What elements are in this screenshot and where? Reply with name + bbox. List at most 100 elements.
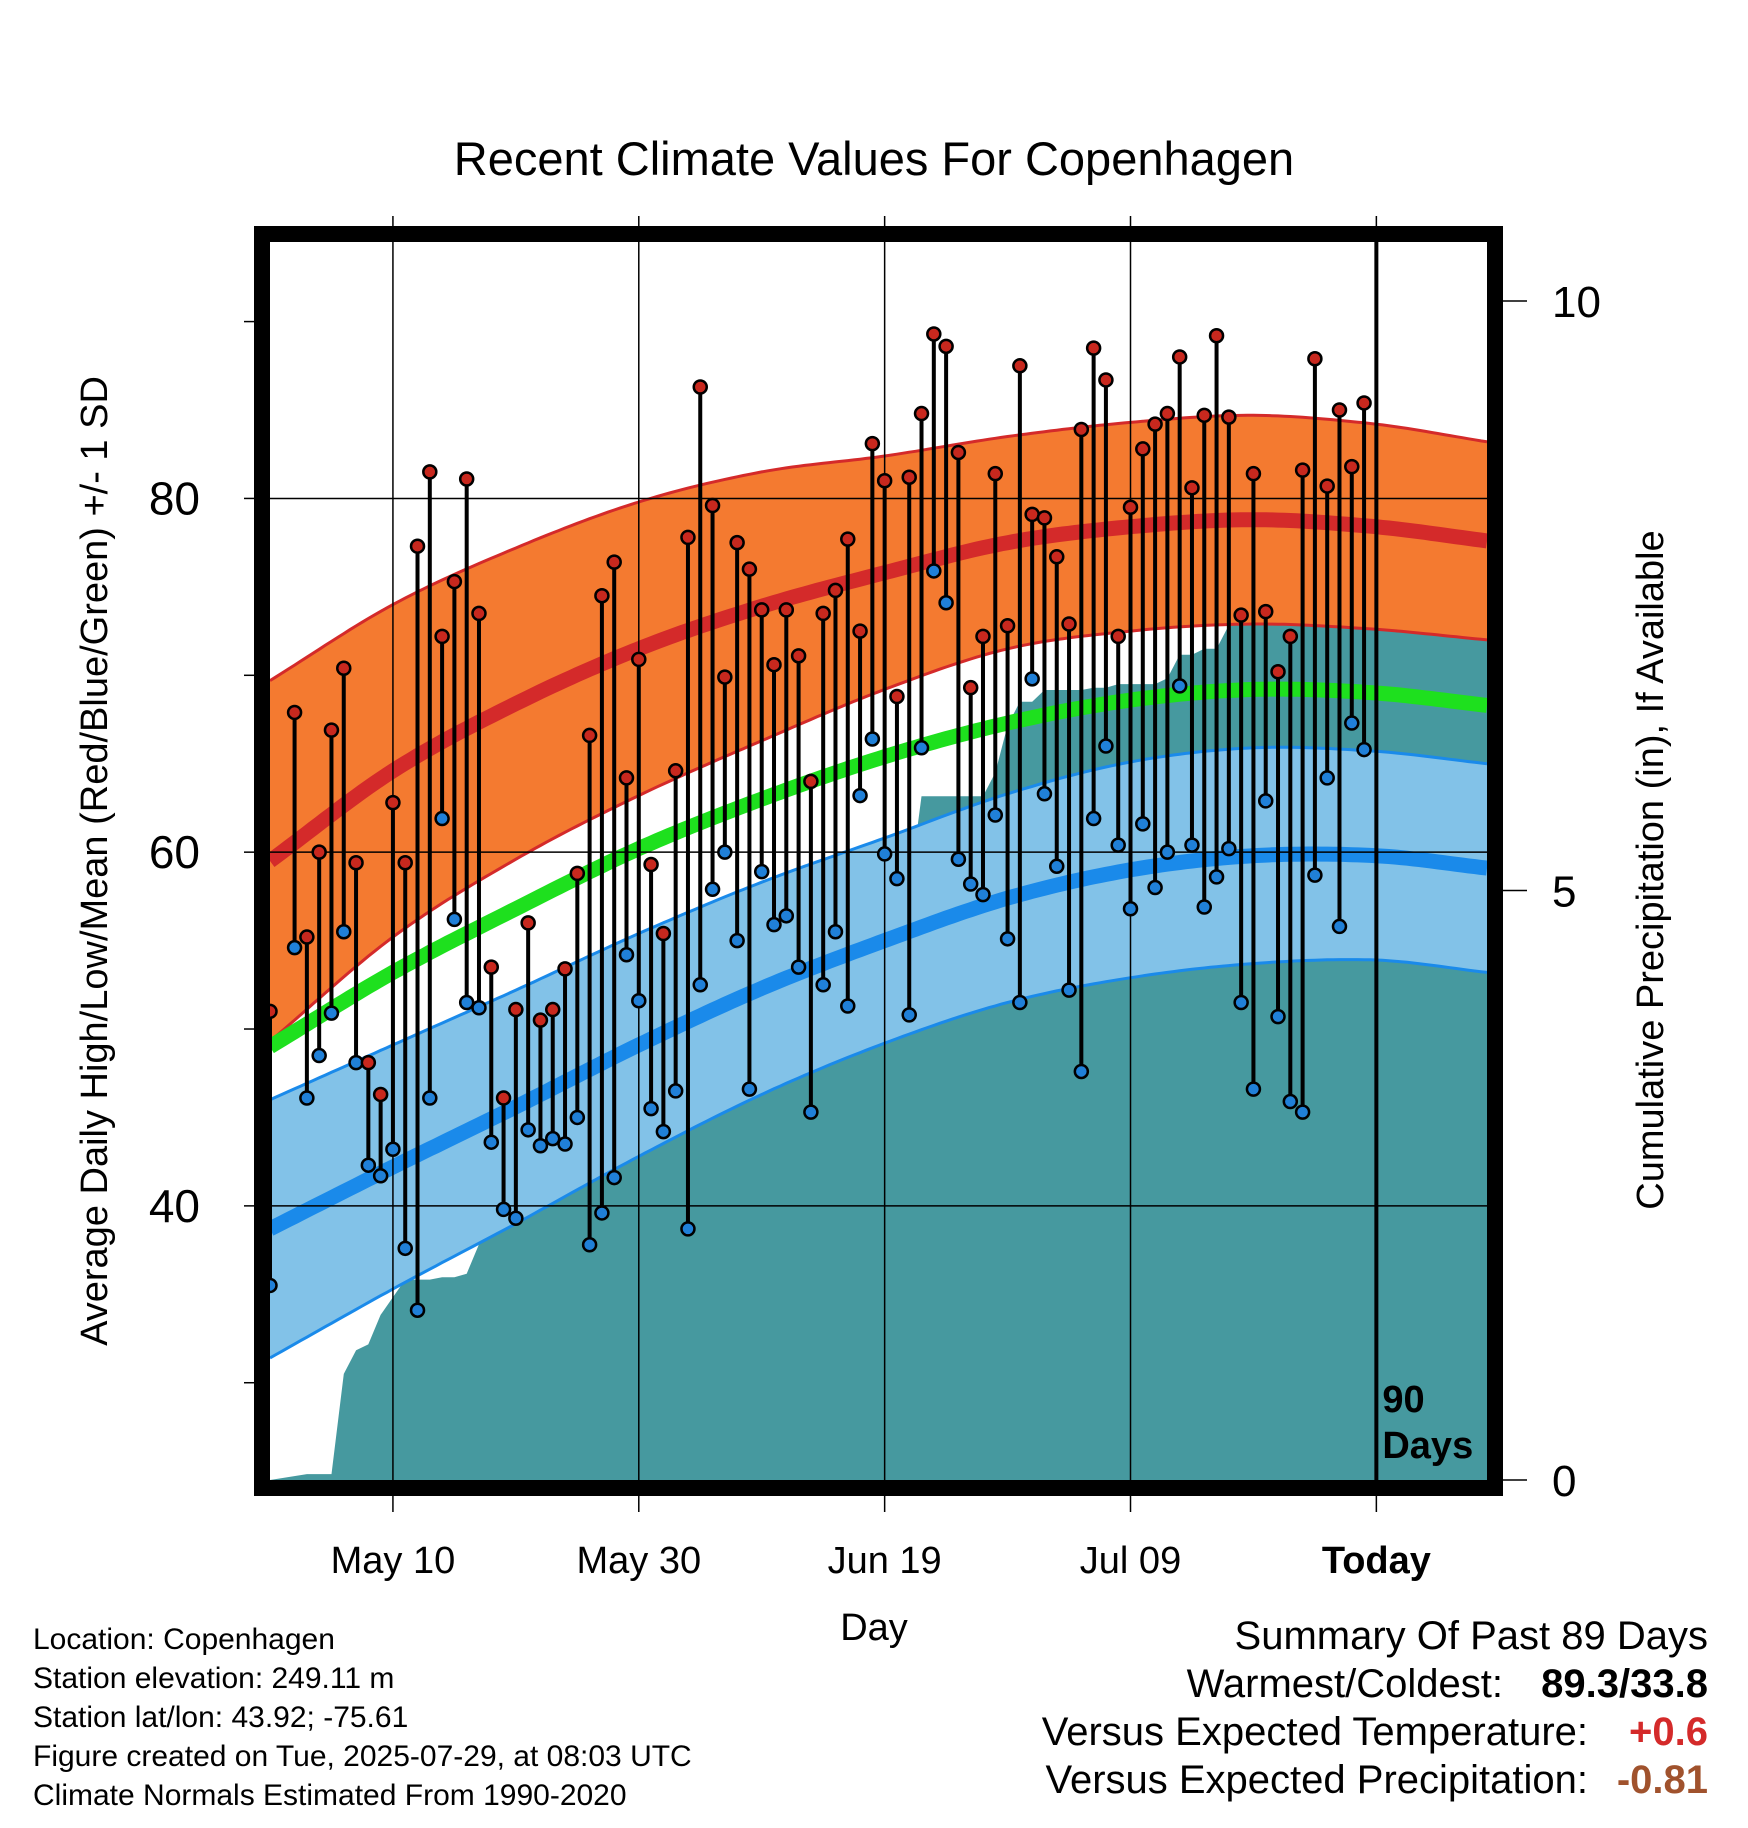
low-point xyxy=(1061,982,1077,998)
high-point xyxy=(655,925,672,942)
high-point xyxy=(938,338,954,355)
high-point xyxy=(950,444,967,461)
y2-axis-label: Cumulative Precipitation (in), If Availa… xyxy=(1630,530,1672,1209)
high-point xyxy=(1073,421,1090,438)
low-point xyxy=(422,1090,438,1106)
low-sd-band xyxy=(270,747,1487,1358)
high-point xyxy=(815,605,831,622)
temp-anomaly-row: Versus Expected Temperature: +0.6 xyxy=(1042,1708,1708,1756)
low-point xyxy=(889,870,905,887)
low-point xyxy=(852,787,868,804)
low-point xyxy=(508,1210,524,1227)
high-point xyxy=(778,602,795,618)
low-point xyxy=(692,977,709,993)
high-point xyxy=(1245,465,1262,482)
low-point xyxy=(1036,786,1053,802)
high-point xyxy=(544,1001,561,1018)
low-point xyxy=(520,1122,536,1138)
high-point xyxy=(569,865,586,882)
high-point xyxy=(299,929,315,945)
latlon-text: Station lat/lon: 43.92; -75.61 xyxy=(33,1701,409,1734)
low-point xyxy=(311,1047,327,1064)
low-point xyxy=(1233,994,1249,1011)
low-point xyxy=(926,563,942,579)
high-point xyxy=(270,1003,278,1020)
high-point xyxy=(360,1054,377,1071)
y2-tick-label: 0 xyxy=(1552,1457,1576,1506)
low-point xyxy=(1245,1081,1262,1097)
low-point xyxy=(753,863,770,880)
low-point xyxy=(360,1157,377,1173)
low-point xyxy=(385,1141,401,1158)
high-point xyxy=(1319,478,1335,494)
high-point xyxy=(741,561,758,577)
high-point xyxy=(372,1086,389,1103)
high-band-lower-edge xyxy=(270,622,1487,1043)
high-point xyxy=(495,1090,512,1106)
high-point xyxy=(1159,405,1176,422)
low-point xyxy=(643,1100,659,1117)
plot-frame xyxy=(254,226,1503,1496)
low-point xyxy=(1344,715,1360,731)
high-point xyxy=(532,1012,549,1028)
low-point xyxy=(1048,858,1065,875)
temp-anomaly-value: +0.6 xyxy=(1629,1710,1708,1754)
low-point xyxy=(766,916,782,933)
low-point xyxy=(815,977,831,993)
low-point xyxy=(557,1136,573,1152)
warmest-coldest-label: Warmest/Coldest: xyxy=(1186,1662,1503,1706)
high-point xyxy=(631,651,647,668)
high-normal-line xyxy=(270,512,1487,868)
low-point xyxy=(1270,1008,1286,1025)
low-point xyxy=(581,1237,598,1253)
today-days-label-bottom: Days xyxy=(1382,1425,1473,1467)
low-point xyxy=(840,998,856,1014)
high-sd-band xyxy=(270,415,1487,1042)
low-point xyxy=(569,1109,586,1126)
high-point xyxy=(1110,628,1126,645)
low-point xyxy=(1196,899,1213,915)
y2-tick-label: 10 xyxy=(1552,278,1601,327)
high-point xyxy=(864,435,881,452)
low-point xyxy=(1221,840,1237,857)
high-point xyxy=(766,656,782,673)
low-point xyxy=(336,923,352,940)
high-point xyxy=(1294,462,1311,478)
high-point xyxy=(1098,372,1114,388)
high-point xyxy=(1331,402,1348,418)
high-point xyxy=(397,855,413,871)
low-point xyxy=(999,931,1016,947)
low-point xyxy=(680,1221,696,1237)
high-point xyxy=(508,1001,524,1018)
high-point xyxy=(1147,416,1163,432)
high-point xyxy=(999,618,1016,634)
low-point xyxy=(729,932,745,949)
normals-text: Climate Normals Estimated From 1990-2020 xyxy=(33,1779,627,1812)
warmest-coldest-row: Warmest/Coldest: 89.3/33.8 xyxy=(1042,1660,1708,1708)
low-point xyxy=(704,881,721,898)
warmest-coldest-value: 89.3/33.8 xyxy=(1541,1662,1708,1706)
high-point xyxy=(840,531,856,547)
location-text: Location: Copenhagen xyxy=(33,1623,335,1656)
high-point xyxy=(286,704,303,721)
low-point xyxy=(1024,671,1040,687)
y-axis-label: Average Daily High/Low/Mean (Red/Blue/Gr… xyxy=(74,376,116,1346)
low-point xyxy=(778,908,795,924)
y2-tick-label: 5 xyxy=(1552,867,1576,916)
today-days-label-top: 90 xyxy=(1382,1379,1424,1421)
created-text: Figure created on Tue, 2025-07-29, at 08… xyxy=(33,1740,692,1773)
high-point xyxy=(889,688,905,705)
low-point xyxy=(1073,1063,1090,1080)
low-point xyxy=(495,1201,512,1218)
high-point xyxy=(827,582,844,599)
x-tick-label: May 10 xyxy=(331,1540,456,1582)
high-point xyxy=(1208,327,1225,344)
high-point xyxy=(446,573,463,590)
low-point xyxy=(1110,837,1126,853)
x-tick-label: Jun 19 xyxy=(828,1540,942,1582)
chart-title: Recent Climate Values For Copenhagen xyxy=(454,132,1294,185)
low-point xyxy=(446,911,463,928)
high-point xyxy=(729,534,745,551)
high-point xyxy=(975,628,991,645)
low-point xyxy=(1208,869,1225,885)
